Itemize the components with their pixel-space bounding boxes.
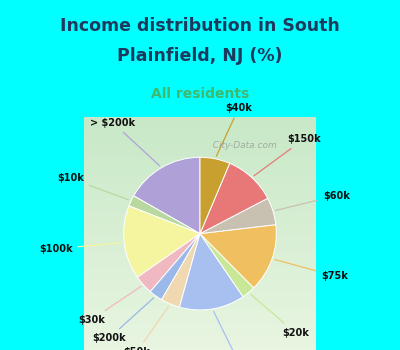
Bar [84,168,316,173]
Bar [84,127,316,131]
Bar [84,243,316,247]
Text: $50k: $50k [123,306,169,350]
Wedge shape [200,198,276,234]
Bar [84,261,316,266]
Text: > $200k: > $200k [90,118,160,166]
Bar [84,275,316,280]
Bar [84,178,316,182]
Bar [84,154,316,159]
Bar [84,164,316,168]
Bar [84,192,316,196]
Bar [84,210,316,215]
Bar [84,289,316,294]
Text: $20k: $20k [251,294,309,338]
Text: All residents: All residents [151,87,249,101]
Bar [84,122,316,127]
Wedge shape [180,234,243,310]
Bar [84,117,316,122]
Bar [84,308,316,313]
Text: $125k: $125k [214,312,254,350]
Bar [84,252,316,257]
Bar [84,224,316,229]
Bar [84,131,316,136]
Bar [84,327,316,331]
Bar [84,145,316,150]
Bar [84,136,316,140]
Bar [84,331,316,336]
Bar [84,345,316,350]
Bar [84,322,316,327]
Wedge shape [134,157,200,234]
Bar [84,303,316,308]
Text: $75k: $75k [275,260,348,281]
Wedge shape [200,163,268,234]
Bar [84,206,316,210]
Bar [84,238,316,243]
Bar [84,201,316,206]
Text: $150k: $150k [254,134,321,176]
Text: Income distribution in South: Income distribution in South [60,17,340,35]
Bar [84,182,316,187]
Bar [84,271,316,275]
Bar [84,294,316,299]
Text: $10k: $10k [57,173,128,200]
Wedge shape [200,225,276,288]
Wedge shape [150,234,200,300]
Bar [84,159,316,164]
Wedge shape [124,206,200,277]
Bar [84,257,316,261]
Bar [84,280,316,285]
Bar [84,317,316,322]
Bar [84,336,316,341]
Text: Plainfield, NJ (%): Plainfield, NJ (%) [117,47,283,65]
Bar [84,341,316,345]
Bar [84,196,316,201]
Text: $100k: $100k [39,243,122,254]
Wedge shape [200,234,254,297]
Bar [84,229,316,234]
Bar [84,215,316,220]
Bar [84,220,316,224]
Bar [84,285,316,289]
Text: City-Data.com: City-Data.com [207,141,277,150]
Wedge shape [137,234,200,292]
Text: $60k: $60k [276,191,350,210]
Bar [84,173,316,178]
Bar [84,234,316,238]
Wedge shape [162,234,200,307]
Text: $200k: $200k [92,298,154,343]
Bar [84,266,316,271]
Text: $40k: $40k [216,103,252,156]
Bar [84,187,316,192]
Bar [84,313,316,317]
Wedge shape [129,196,200,234]
Wedge shape [200,157,230,234]
Bar [84,299,316,303]
Bar [84,150,316,154]
Bar [84,247,316,252]
Bar [84,140,316,145]
Text: $30k: $30k [78,286,141,325]
